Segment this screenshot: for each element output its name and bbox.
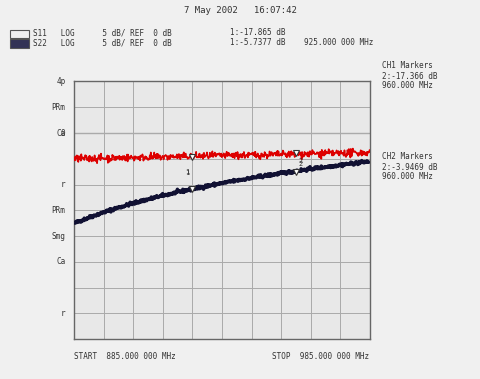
Text: 7 May 2002   16:07:42: 7 May 2002 16:07:42 <box>183 6 297 15</box>
Text: CH2 Markers: CH2 Markers <box>382 152 432 161</box>
Text: S11   LOG      5 dB/ REF  0 dB: S11 LOG 5 dB/ REF 0 dB <box>33 28 171 38</box>
Text: 4p: 4p <box>56 77 66 86</box>
Text: CH1: CH1 <box>13 31 25 37</box>
Text: 1:-5.7377 dB    925.000 000 MHz: 1:-5.7377 dB 925.000 000 MHz <box>230 38 374 47</box>
Text: CH1 Markers: CH1 Markers <box>382 61 432 70</box>
Text: 1:-17.865 dB: 1:-17.865 dB <box>230 28 286 38</box>
Text: 1: 1 <box>185 169 190 175</box>
Text: 2: 2 <box>299 161 303 166</box>
Text: Ca: Ca <box>56 257 66 266</box>
Text: S22   LOG      5 dB/ REF  0 dB: S22 LOG 5 dB/ REF 0 dB <box>33 38 171 47</box>
Text: 2: 2 <box>299 158 303 164</box>
Text: Smg: Smg <box>52 232 66 241</box>
Text: 0: 0 <box>61 128 66 138</box>
Text: PRm: PRm <box>52 103 66 112</box>
Text: Ca: Ca <box>56 128 66 138</box>
Text: 2:-17.366 dB: 2:-17.366 dB <box>382 72 437 81</box>
Text: r: r <box>61 180 66 189</box>
Text: START  885.000 000 MHz: START 885.000 000 MHz <box>74 352 176 362</box>
Text: CH2: CH2 <box>13 41 25 47</box>
Text: STOP  985.000 000 MHz: STOP 985.000 000 MHz <box>273 352 370 362</box>
Text: 2:-3.9469 dB: 2:-3.9469 dB <box>382 163 437 172</box>
Text: 1: 1 <box>185 170 190 176</box>
Text: 960.000 MHz: 960.000 MHz <box>382 172 432 182</box>
Text: r: r <box>61 309 66 318</box>
Text: PRm: PRm <box>52 206 66 215</box>
Text: 960.000 MHz: 960.000 MHz <box>382 81 432 91</box>
